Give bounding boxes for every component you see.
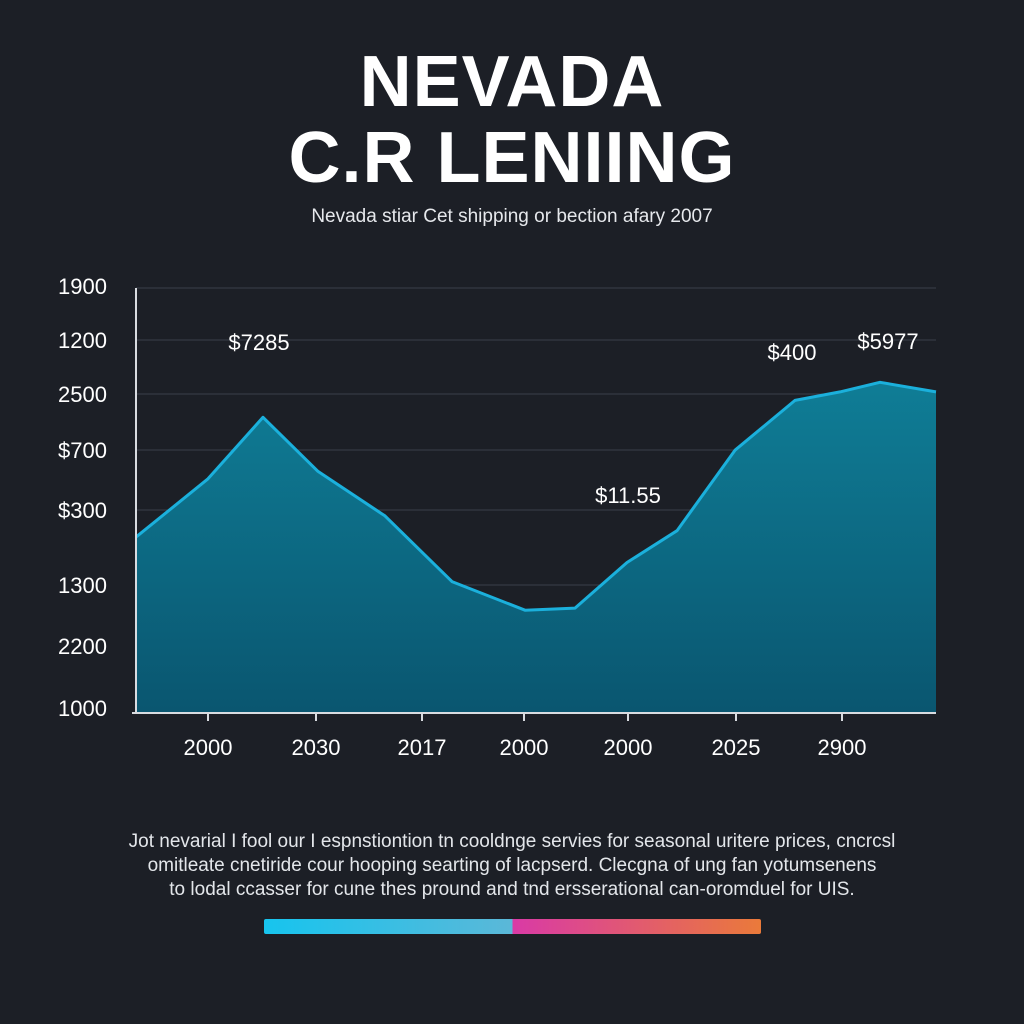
x-tick-label: 2025 [712,735,761,760]
y-tick-label: 1900 [58,274,107,299]
description-line: to lodal ccasser for cune thes pround an… [169,879,855,900]
data-label: $11.55 [595,483,661,508]
area-fill [136,382,936,712]
y-tick-labels: 1900 1200 2500 $700 $300 1300 2200 1000 [58,274,107,721]
gradient-bar [264,919,761,934]
x-tick-labels: 2000 2030 2017 2000 2000 2025 2900 [184,713,867,760]
y-tick-label: 2500 [58,382,107,407]
y-tick-label: 2200 [58,634,107,659]
description-line: Jot nevarial I fool our I espnstiontion … [128,831,896,852]
x-tick-label: 2030 [292,735,341,760]
data-label: $5977 [857,329,918,354]
description: Jot nevarial I fool our I espnstiontion … [60,830,964,902]
y-tick-label: 1200 [58,328,107,353]
y-tick-label: 1000 [58,696,107,721]
x-tick-label: 2900 [818,735,867,760]
x-tick-label: 2017 [398,735,447,760]
description-line: omitleate cnetiride cour hooping seartin… [147,855,877,876]
x-tick-label: 2000 [500,735,549,760]
y-tick-label: 1300 [58,573,107,598]
x-tick-label: 2000 [184,735,233,760]
y-tick-label: $700 [58,438,107,463]
chart-title-line-2: C.R LENIING [288,118,736,198]
x-tick-label: 2000 [604,735,653,760]
annotations: $7285 $11.55 $400 $5977 [228,329,918,508]
chart-title-line-1: NEVADA [359,42,665,122]
data-label: $400 [768,340,817,365]
data-label: $7285 [228,330,289,355]
chart-subtitle: Nevada stiar Cet shipping or bection afa… [311,206,713,227]
series-line [135,380,937,612]
y-tick-label: $300 [58,498,107,523]
